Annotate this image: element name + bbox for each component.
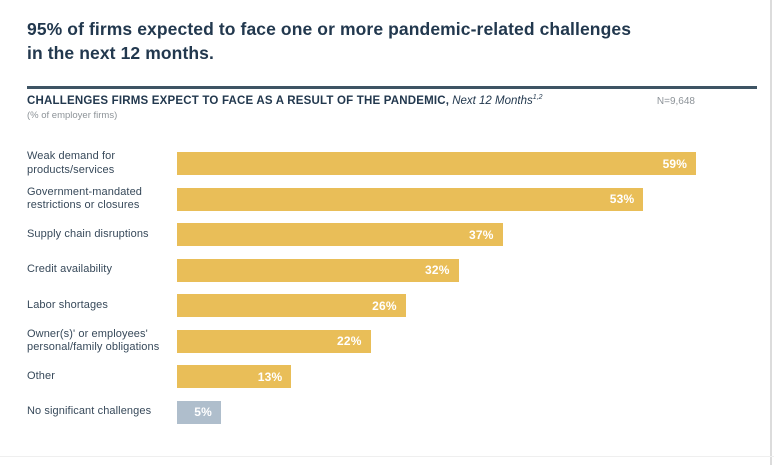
- bar-area: 32%: [177, 258, 774, 282]
- page-right-border: [770, 0, 772, 465]
- bar: 37%: [177, 223, 503, 246]
- bar-value-label: 32%: [424, 263, 450, 277]
- chart-row: Labor shortages 26%: [27, 294, 774, 317]
- category-label: Labor shortages: [27, 298, 108, 311]
- section-divider: [27, 86, 757, 89]
- bar-area: 13%: [177, 365, 774, 388]
- bar-area: 53%: [177, 187, 774, 211]
- category-label: Government-mandated restrictions or clos…: [27, 185, 143, 212]
- bar-value-label: 53%: [609, 192, 635, 206]
- chart-header: CHALLENGES FIRMS EXPECT TO FACE AS A RES…: [27, 94, 757, 107]
- bar-value-label: 5%: [194, 405, 212, 419]
- sample-size: N=9,648: [656, 96, 695, 107]
- footnote-superscript: 1,2: [532, 94, 543, 102]
- chart-row: Owner(s)' or employees' personal/family …: [27, 327, 774, 354]
- bar: 22%: [177, 329, 371, 353]
- bar: 32%: [177, 258, 459, 282]
- bar-value-label: 22%: [336, 334, 362, 348]
- bar-area: 26%: [177, 294, 774, 317]
- bar-value-label: 59%: [662, 156, 688, 171]
- bar: 26%: [177, 294, 406, 317]
- category-label: Weak demand for products/services: [27, 150, 116, 176]
- category-label: Other: [27, 369, 56, 382]
- chart-row: Weak demand for products/services 59%: [27, 150, 774, 176]
- bar-area: 37%: [177, 223, 774, 246]
- bar-area: 5%: [177, 400, 774, 424]
- bar-value-label: 26%: [372, 298, 397, 313]
- chart-subheading: (% of employer firms): [27, 110, 118, 121]
- bar-area: 59%: [177, 152, 774, 175]
- chart-heading-bold: CHALLENGES FIRMS EXPECT TO FACE AS A RES…: [27, 95, 450, 107]
- chart-row: Supply chain disruptions 37%: [27, 223, 774, 246]
- bar: 53%: [177, 187, 644, 211]
- bar: 5%: [177, 400, 221, 424]
- chart-row: Other 13%: [27, 365, 774, 388]
- bar: 59%: [177, 152, 697, 175]
- page-bottom-border: [0, 456, 774, 457]
- bar-chart: Weak demand for products/services 59% Go…: [27, 150, 774, 424]
- chart-row: Government-mandated restrictions or clos…: [27, 185, 774, 212]
- category-label: Owner(s)' or employees' personal/family …: [27, 327, 160, 354]
- page-title: 95% of firms expected to face one or mor…: [27, 19, 632, 63]
- category-label: No significant challenges: [27, 405, 152, 418]
- chart-heading-italic: Next 12 Months1,2: [452, 94, 543, 107]
- bar-value-label: 37%: [468, 227, 494, 242]
- category-label: Credit availability: [27, 263, 113, 276]
- category-label: Supply chain disruptions: [27, 227, 149, 240]
- bar: 13%: [177, 365, 292, 388]
- chart-row: No significant challenges 5%: [27, 400, 774, 424]
- chart-row: Credit availability 32%: [27, 258, 774, 282]
- bar-value-label: 13%: [257, 369, 283, 384]
- bar-area: 22%: [177, 329, 774, 353]
